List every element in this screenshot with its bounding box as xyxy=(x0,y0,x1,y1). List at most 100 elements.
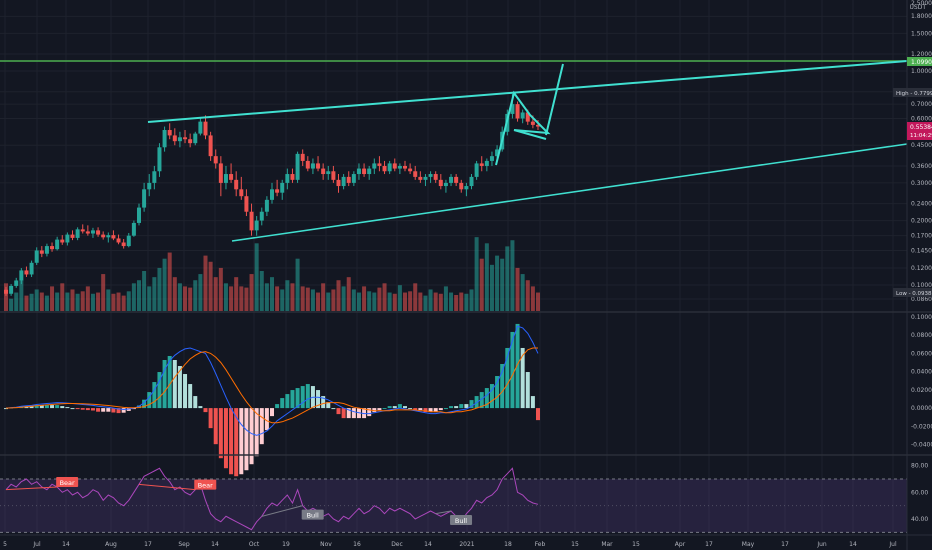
candle[interactable] xyxy=(254,220,259,231)
candle[interactable] xyxy=(300,153,305,161)
candle[interactable] xyxy=(126,235,131,247)
candle[interactable] xyxy=(495,149,500,157)
candle[interactable] xyxy=(147,182,152,190)
candle[interactable] xyxy=(285,174,290,183)
trendline-drawings[interactable] xyxy=(0,60,908,242)
candle[interactable] xyxy=(167,130,172,136)
candle[interactable] xyxy=(234,179,239,190)
candle[interactable] xyxy=(449,176,454,183)
candle[interactable] xyxy=(326,171,331,175)
candle[interactable] xyxy=(372,163,377,169)
candle[interactable] xyxy=(454,176,459,183)
lower-trendline[interactable] xyxy=(231,143,908,242)
candle[interactable] xyxy=(336,179,341,187)
candle[interactable] xyxy=(229,174,234,180)
candle[interactable] xyxy=(525,112,530,122)
candle[interactable] xyxy=(244,196,249,212)
candle[interactable] xyxy=(198,121,203,134)
rsi-pane[interactable]: Bear Bear Bull Bull xyxy=(0,467,907,533)
candle[interactable] xyxy=(443,182,448,187)
candle[interactable] xyxy=(510,104,515,114)
breakout-projection-line[interactable] xyxy=(545,63,564,136)
rsi-line[interactable] xyxy=(5,467,539,531)
upper-trendline[interactable] xyxy=(147,60,908,123)
candle[interactable] xyxy=(418,176,423,180)
candle[interactable] xyxy=(331,171,336,180)
candle[interactable] xyxy=(39,250,44,254)
candle[interactable] xyxy=(275,189,280,193)
candle[interactable] xyxy=(474,163,479,177)
candle[interactable] xyxy=(387,163,392,172)
candle[interactable] xyxy=(438,179,443,187)
candle[interactable] xyxy=(290,174,295,180)
candle[interactable] xyxy=(90,230,95,234)
candle[interactable] xyxy=(413,171,418,177)
candle[interactable] xyxy=(34,250,39,263)
price-pane[interactable] xyxy=(4,94,540,296)
candle[interactable] xyxy=(121,242,126,247)
candle[interactable] xyxy=(44,246,49,254)
candle[interactable] xyxy=(50,246,55,250)
candle[interactable] xyxy=(489,156,494,161)
candle[interactable] xyxy=(142,189,147,208)
candle[interactable] xyxy=(183,137,188,140)
candle[interactable] xyxy=(218,163,223,183)
macd-line[interactable] xyxy=(5,325,539,436)
pennant-pattern[interactable] xyxy=(495,90,551,166)
candle[interactable] xyxy=(341,176,346,187)
time-axis[interactable]: 5 Jul 14 Aug 17 Sep 14 Oct 19 Nov 16 Dec 14 2021 18 Feb… xyxy=(0,534,932,548)
candle[interactable] xyxy=(131,222,136,236)
candle[interactable] xyxy=(479,163,484,166)
candle[interactable] xyxy=(60,239,65,243)
candle[interactable] xyxy=(249,211,254,231)
candle[interactable] xyxy=(24,270,29,275)
candle[interactable] xyxy=(397,165,402,169)
pennant-lower-edge[interactable] xyxy=(513,129,547,140)
candle[interactable] xyxy=(459,182,464,190)
candle[interactable] xyxy=(270,189,274,200)
candle[interactable] xyxy=(9,285,14,294)
signal-line[interactable] xyxy=(5,347,538,424)
candle[interactable] xyxy=(520,112,525,119)
candle[interactable] xyxy=(515,104,520,119)
candle[interactable] xyxy=(259,211,264,221)
candle[interactable] xyxy=(377,163,382,166)
candle[interactable] xyxy=(469,176,474,187)
candle[interactable] xyxy=(362,168,367,175)
candle[interactable] xyxy=(464,186,469,190)
candle[interactable] xyxy=(264,199,269,212)
candle[interactable] xyxy=(29,262,34,275)
candle[interactable] xyxy=(55,239,60,250)
candle[interactable] xyxy=(530,121,535,125)
candle[interactable] xyxy=(321,168,326,175)
candle[interactable] xyxy=(423,176,428,180)
candle[interactable] xyxy=(106,235,111,238)
candle[interactable] xyxy=(484,160,489,166)
candle[interactable] xyxy=(305,160,310,169)
candle[interactable] xyxy=(223,174,228,183)
macd-pane[interactable] xyxy=(4,323,540,477)
candle[interactable] xyxy=(157,147,162,172)
candle[interactable] xyxy=(346,176,351,183)
candle[interactable] xyxy=(536,124,540,127)
candle[interactable] xyxy=(310,163,315,169)
candle[interactable] xyxy=(316,163,321,169)
candle[interactable] xyxy=(188,139,193,144)
candle[interactable] xyxy=(367,168,372,175)
candle[interactable] xyxy=(193,133,198,144)
candle[interactable] xyxy=(382,165,387,172)
candle[interactable] xyxy=(137,207,141,223)
candle[interactable] xyxy=(213,156,218,164)
candle[interactable] xyxy=(203,121,208,136)
candle[interactable] xyxy=(356,168,361,175)
candle[interactable] xyxy=(295,153,300,180)
candle[interactable] xyxy=(280,182,285,193)
candle[interactable] xyxy=(19,270,24,281)
candle[interactable] xyxy=(433,174,438,180)
candle[interactable] xyxy=(428,174,433,177)
candle[interactable] xyxy=(351,174,356,183)
candle[interactable] xyxy=(116,238,121,243)
candle[interactable] xyxy=(177,137,182,142)
candle[interactable] xyxy=(111,235,116,239)
